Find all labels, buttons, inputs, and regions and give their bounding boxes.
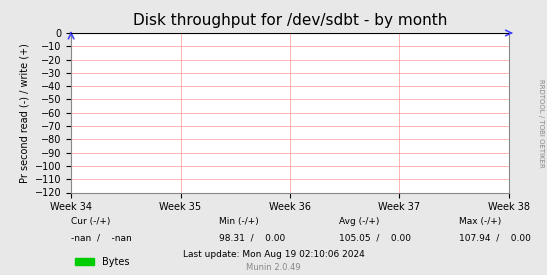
Text: Avg (-/+): Avg (-/+): [339, 217, 380, 226]
Text: 98.31  /    0.00: 98.31 / 0.00: [219, 234, 285, 243]
Text: Munin 2.0.49: Munin 2.0.49: [246, 263, 301, 272]
Y-axis label: Pr second read (-) / write (+): Pr second read (-) / write (+): [19, 43, 29, 183]
Title: Disk throughput for /dev/sdbt - by month: Disk throughput for /dev/sdbt - by month: [133, 13, 447, 28]
Text: 105.05  /    0.00: 105.05 / 0.00: [339, 234, 411, 243]
Text: RRDTOOL / TOBI OETIKER: RRDTOOL / TOBI OETIKER: [538, 79, 544, 168]
Text: Max (-/+): Max (-/+): [459, 217, 502, 226]
Legend: Bytes: Bytes: [71, 253, 133, 271]
Text: -nan  /    -nan: -nan / -nan: [71, 234, 132, 243]
Text: Cur (-/+): Cur (-/+): [71, 217, 110, 226]
Text: Min (-/+): Min (-/+): [219, 217, 259, 226]
Text: 107.94  /    0.00: 107.94 / 0.00: [459, 234, 531, 243]
Text: Last update: Mon Aug 19 02:10:06 2024: Last update: Mon Aug 19 02:10:06 2024: [183, 250, 364, 259]
